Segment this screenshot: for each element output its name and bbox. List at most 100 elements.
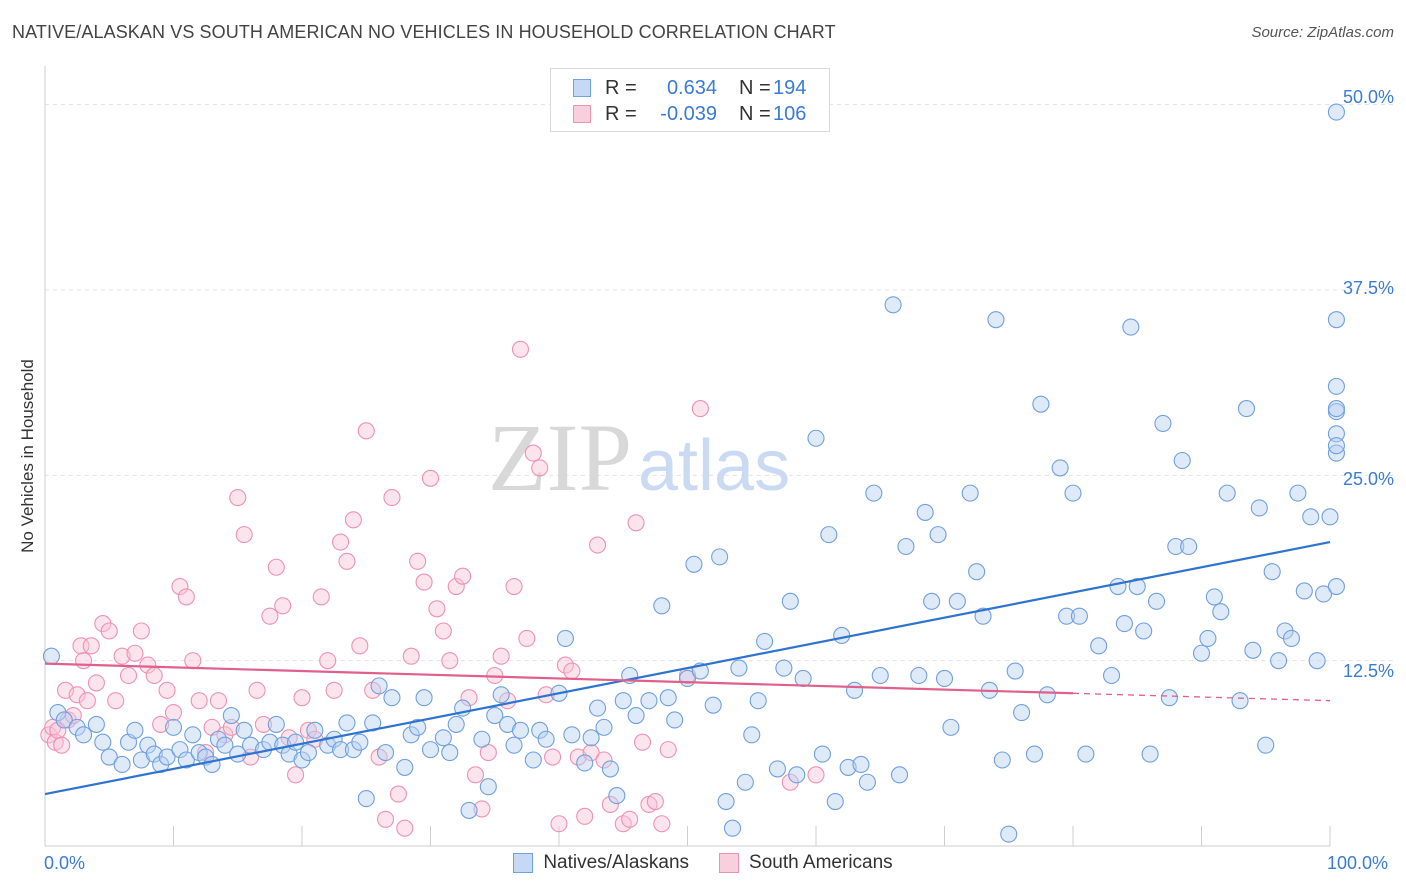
south-american-point — [659, 741, 677, 759]
south-american-trend-extension — [1072, 692, 1331, 702]
south-american-point — [627, 514, 645, 532]
native-point — [1257, 736, 1275, 754]
native-point — [505, 736, 523, 754]
south-american-point — [145, 666, 163, 685]
native-point — [987, 311, 1005, 329]
native-point — [576, 754, 594, 772]
trend-lines — [44, 540, 1331, 796]
native-point — [775, 659, 793, 677]
legend-item-south-americans[interactable]: South Americans — [719, 852, 893, 874]
native-point — [1025, 745, 1043, 763]
native-point — [479, 778, 497, 796]
legend-r-value: 0.634 — [666, 76, 717, 99]
native-point — [209, 730, 228, 748]
native-point — [608, 787, 626, 805]
grid — [45, 104, 1395, 662]
native-trend-line — [44, 540, 1331, 796]
native-point — [421, 741, 440, 759]
axes — [44, 66, 1331, 847]
native-point — [1212, 603, 1230, 621]
south-american-point — [100, 622, 118, 640]
south-american-point — [518, 629, 536, 647]
native-point — [357, 790, 375, 808]
native-point — [486, 706, 504, 725]
native-point — [267, 715, 285, 733]
native-point — [1180, 537, 1198, 556]
legend-swatch-blue — [573, 79, 591, 97]
legend-item-natives[interactable]: Natives/Alaskans — [513, 852, 689, 874]
native-point — [1032, 395, 1050, 413]
y-axis-label: No Vehicles in Household — [18, 359, 37, 553]
south-american-point — [473, 800, 491, 818]
legend-r-value: -0.039 — [660, 102, 717, 125]
native-point — [929, 526, 947, 544]
native-point — [376, 744, 395, 762]
native-point — [807, 429, 825, 447]
south-american-point — [505, 577, 523, 596]
native-point — [139, 736, 157, 754]
y-tick-25: 25.0% — [1342, 469, 1394, 489]
native-point — [768, 760, 787, 778]
native-point — [1090, 637, 1108, 655]
native-point — [460, 801, 478, 819]
native-point — [743, 726, 761, 744]
native-point — [537, 730, 555, 748]
native-point — [1327, 437, 1345, 455]
native-point — [1070, 607, 1088, 625]
south-american-point — [569, 748, 587, 766]
native-point — [1263, 563, 1281, 581]
native-point — [666, 711, 684, 729]
x-tick-min: 0.0% — [44, 853, 86, 873]
native-point — [1038, 686, 1056, 704]
native-point — [1289, 484, 1307, 502]
native-point — [55, 711, 73, 729]
native-point — [711, 548, 729, 566]
native-point — [993, 751, 1011, 769]
south-american-point — [601, 795, 619, 814]
native-point — [1058, 607, 1076, 625]
legend-row-south-americans: R = -0.039 N = 106 — [573, 102, 806, 126]
native-point — [1103, 666, 1121, 685]
native-point — [113, 755, 131, 774]
chart-title: NATIVE/ALASKAN VS SOUTH AMERICAN NO VEHI… — [12, 22, 836, 42]
south-american-point — [389, 785, 407, 803]
south-american-point — [807, 766, 825, 784]
south-american-point — [344, 511, 362, 529]
south-american-point — [351, 637, 369, 655]
south-american-point — [177, 588, 195, 606]
native-point — [556, 629, 574, 647]
south-american-point — [338, 552, 356, 570]
native-point — [653, 597, 671, 615]
y-tick-12-5: 12.5% — [1342, 661, 1394, 681]
south-american-point — [229, 489, 247, 507]
south-american-point — [319, 652, 337, 670]
native-point — [910, 666, 928, 685]
south-american-point — [492, 647, 510, 665]
native-point — [434, 729, 452, 747]
legend-r-label: R = — [605, 102, 637, 125]
south-american-trend-line — [44, 662, 1074, 695]
legend-n-value: 194 — [773, 76, 807, 99]
south-american-point — [164, 704, 183, 722]
native-point — [781, 592, 799, 610]
native-point — [42, 647, 60, 665]
native-point — [1013, 704, 1031, 722]
south-american-point — [576, 807, 594, 825]
native-point — [1128, 577, 1146, 596]
native-point — [511, 721, 530, 739]
south-american-point — [235, 526, 253, 544]
native-point — [331, 741, 350, 759]
native-point — [1231, 692, 1249, 710]
native-point — [865, 484, 883, 502]
south-american-point — [267, 558, 285, 576]
native-point — [287, 733, 305, 751]
south-american-point — [222, 718, 240, 736]
south-american-point — [113, 647, 131, 665]
native-point — [749, 692, 767, 710]
native-point — [1077, 745, 1095, 763]
native-point — [447, 715, 465, 733]
south-american-point — [633, 733, 652, 751]
south-american-point — [383, 489, 401, 507]
south-american-point — [447, 577, 465, 596]
